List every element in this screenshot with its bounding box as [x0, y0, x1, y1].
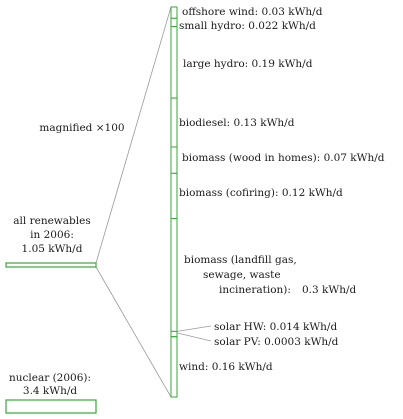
- stack-segment-0: [170, 6, 178, 19]
- segment-label-6-3: 0.3 kWh/d: [302, 284, 356, 296]
- stack-segment-9: [170, 336, 178, 398]
- all-renewables-label-line-2: in 2006:: [30, 229, 74, 241]
- segment-label-2-0: large hydro: 0.19 kWh/d: [183, 58, 313, 70]
- all-renewables-bar: [5, 262, 97, 268]
- magnified-stack: [170, 6, 178, 398]
- segment-label-7-0: solar HW: 0.014 kWh/d: [214, 321, 337, 333]
- segment-label-6-0: biomass (landfill gas,: [184, 254, 297, 266]
- stack-segment-1: [170, 17, 178, 28]
- segment-label-6-2: incineration):: [219, 284, 291, 296]
- all-renewables-label-line-1: all renewables: [13, 215, 90, 227]
- stack-segment-7: [170, 330, 178, 338]
- segment-label-5-0: biomass (cofiring): 0.12 kWh/d: [179, 187, 343, 199]
- stack-segment-5: [170, 172, 178, 219]
- magnify-connector-bottom: [95, 266, 172, 398]
- magnified-label: magnified ×100: [39, 122, 124, 134]
- magnify-connector-top: [95, 6, 172, 264]
- stack-segment-2: [170, 26, 178, 99]
- segment-label-6-1: sewage, waste: [203, 269, 281, 281]
- solar-leader-line-0: [176, 325, 212, 332]
- magnified-labels: offshore wind: 0.03 kWh/d small hydro: 0.…: [176, 6, 385, 373]
- nuclear-bar: [5, 399, 97, 414]
- segment-label-8-0: solar PV: 0.0003 kWh/d: [214, 336, 339, 348]
- all-renewables-label-line-3: 1.05 kWh/d: [22, 243, 83, 255]
- segment-label-9-0: wind: 0.16 kWh/d: [179, 361, 273, 373]
- stack-segment-3: [170, 97, 178, 148]
- segment-label-0-0: offshore wind: 0.03 kWh/d: [182, 6, 323, 18]
- solar-leader-line-1: [176, 332, 212, 342]
- nuclear-label-line-2: 3.4 kWh/d: [23, 385, 77, 397]
- stack-segment-4: [170, 146, 178, 174]
- segment-label-1-0: small hydro: 0.022 kWh/d: [179, 20, 316, 32]
- segment-label-4-0: biomass (wood in homes): 0.07 kWh/d: [182, 152, 385, 164]
- segment-label-3-0: biodiesel: 0.13 kWh/d: [179, 117, 295, 129]
- nuclear-label-line-1: nuclear (2006):: [9, 372, 91, 384]
- stack-segment-6: [170, 218, 178, 332]
